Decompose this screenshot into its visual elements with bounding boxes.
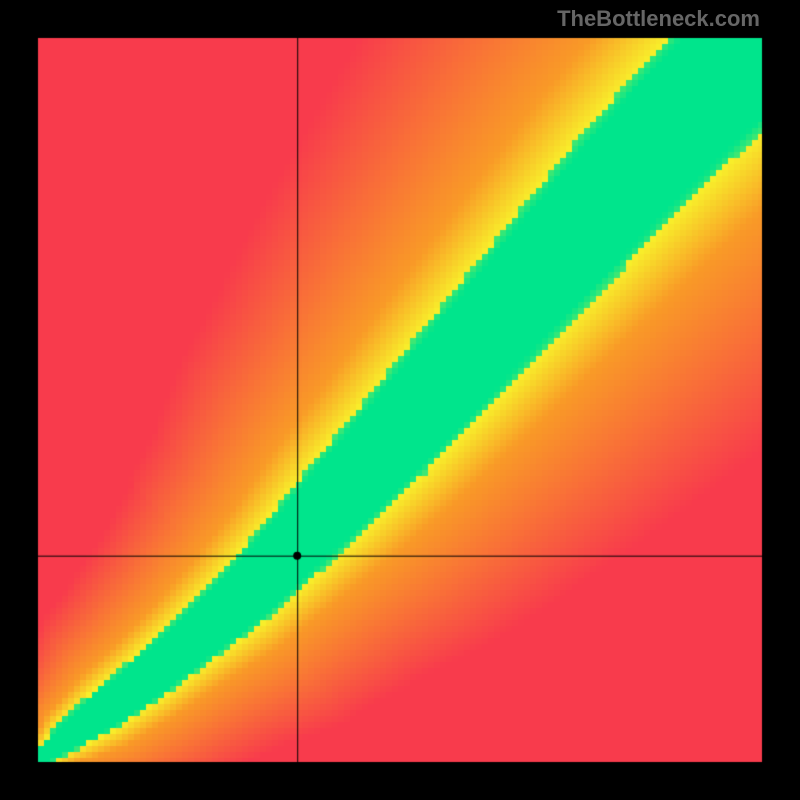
watermark-text: TheBottleneck.com xyxy=(557,6,760,32)
chart-container: TheBottleneck.com xyxy=(0,0,800,800)
bottleneck-heatmap xyxy=(0,0,800,800)
